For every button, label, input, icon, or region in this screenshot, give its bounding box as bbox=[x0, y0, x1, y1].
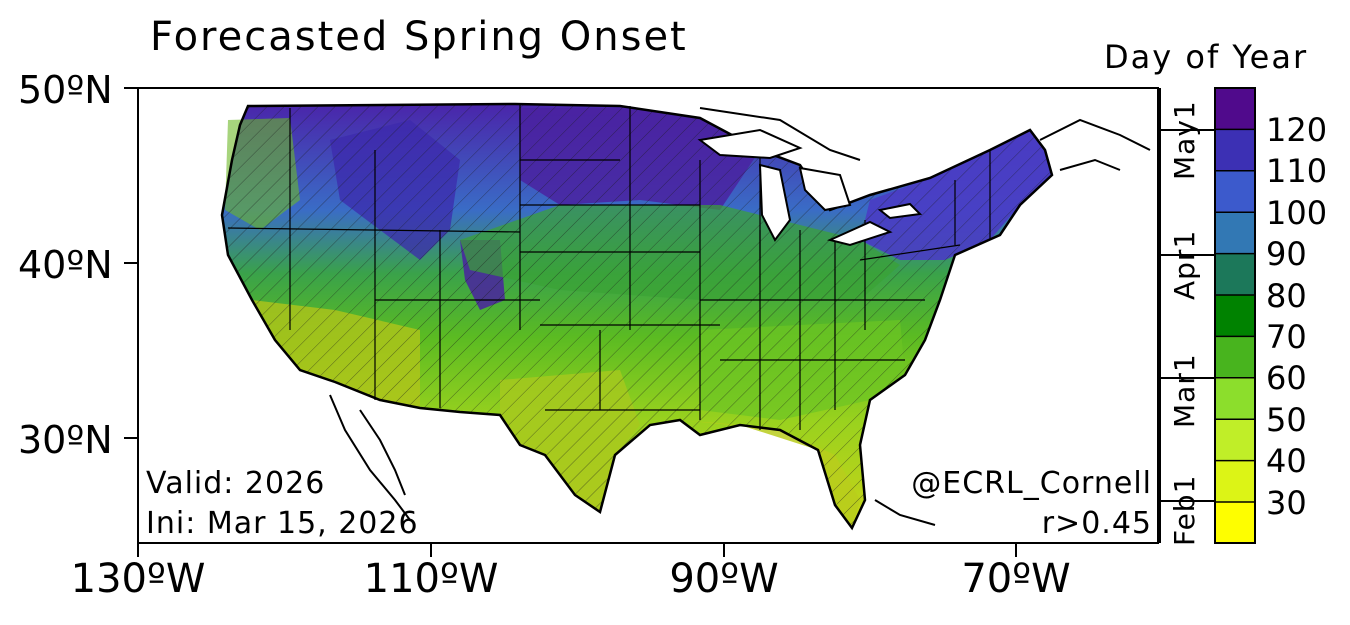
month-label-apr: Apr1 bbox=[1168, 229, 1201, 300]
month-label-mar: Mar1 bbox=[1168, 353, 1201, 428]
lat-label-50: 50ºN bbox=[18, 68, 113, 112]
colorbar-label-60: 60 bbox=[1266, 359, 1307, 397]
lat-label-30: 30ºN bbox=[18, 418, 113, 462]
coastline bbox=[220, 102, 1054, 531]
colorbar-label-120: 120 bbox=[1266, 111, 1328, 149]
lon-label-70: 70ºW bbox=[961, 556, 1071, 602]
init-text: Ini: Mar 15, 2026 bbox=[146, 506, 419, 541]
month-label-feb: Feb1 bbox=[1168, 474, 1201, 546]
threshold-text: r>0.45 bbox=[1041, 506, 1152, 541]
axis-ticks bbox=[124, 87, 1017, 557]
lat-label-40: 40ºN bbox=[18, 243, 113, 287]
colorbar-label-90: 90 bbox=[1266, 235, 1307, 273]
credit-text: @ECRL_Cornell bbox=[911, 466, 1152, 501]
usa-land bbox=[220, 102, 1151, 531]
significance-hatching bbox=[222, 104, 1052, 528]
colorbar-label-100: 100 bbox=[1266, 194, 1328, 232]
colorbar-label-110: 110 bbox=[1266, 152, 1328, 190]
month-label-may: May1 bbox=[1168, 100, 1201, 180]
state-borders bbox=[227, 104, 991, 430]
map-title: Forecasted Spring Onset bbox=[150, 14, 688, 60]
neighbor-coastlines bbox=[329, 107, 1151, 526]
colorbar bbox=[1159, 87, 1256, 544]
colorbar-label-80: 80 bbox=[1266, 277, 1307, 315]
lon-label-130: 130ºW bbox=[70, 556, 206, 602]
colorbar-label-70: 70 bbox=[1266, 318, 1307, 356]
great-lakes bbox=[697, 128, 923, 247]
colorbar-label-40: 40 bbox=[1266, 442, 1307, 480]
colorbar-title: Day of Year bbox=[1104, 38, 1309, 76]
colorbar-label-30: 30 bbox=[1266, 484, 1307, 522]
lon-label-90: 90ºW bbox=[669, 556, 779, 602]
colorbar-label-50: 50 bbox=[1266, 401, 1307, 439]
valid-text: Valid: 2026 bbox=[146, 466, 326, 501]
lon-label-110: 110ºW bbox=[363, 556, 499, 602]
